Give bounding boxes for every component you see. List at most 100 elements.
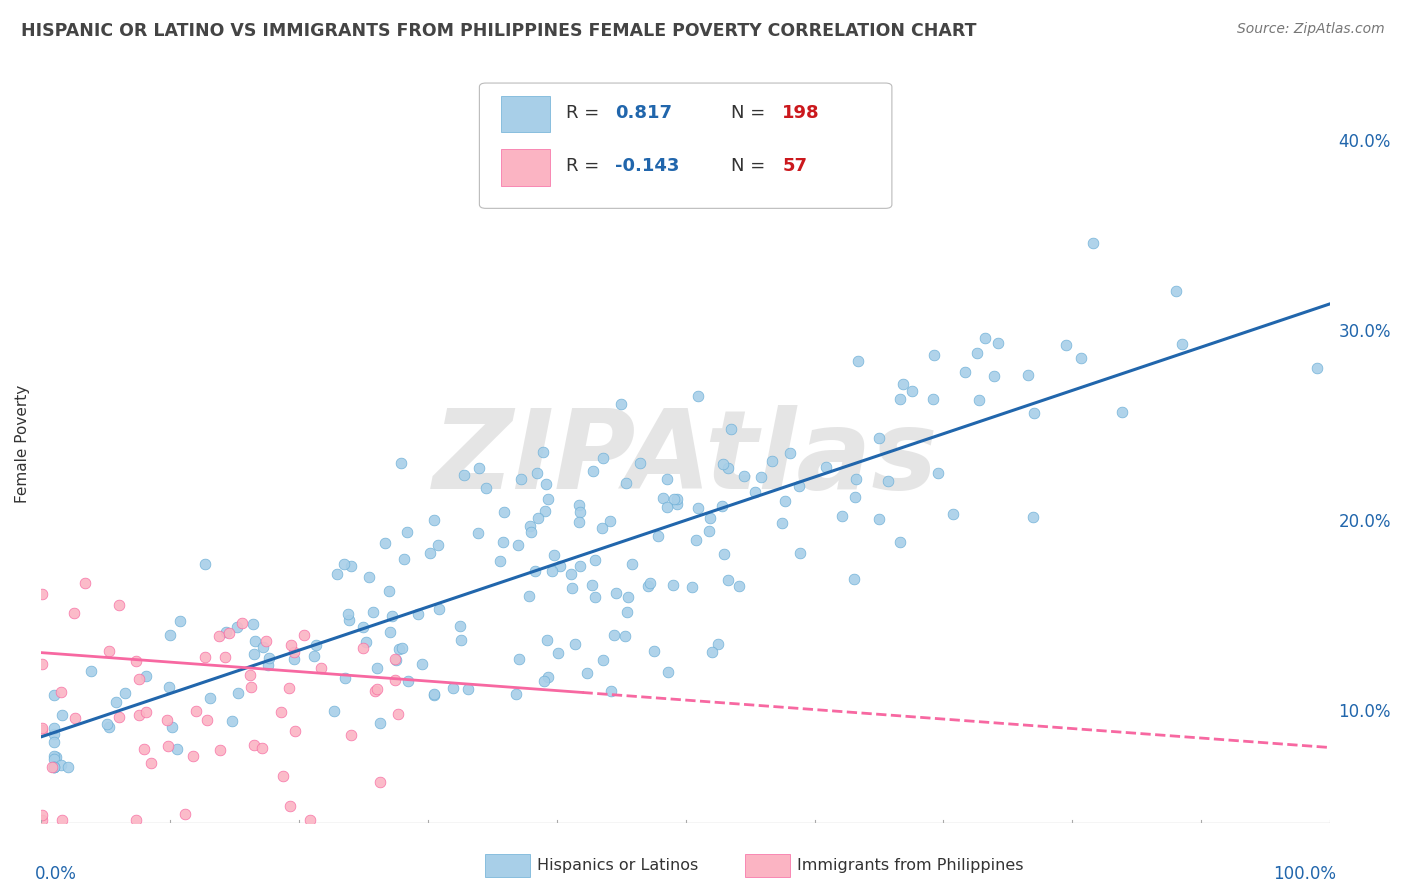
Point xyxy=(779,446,801,460)
Point xyxy=(457,681,479,696)
Point xyxy=(953,365,976,379)
Point xyxy=(685,533,707,547)
Point xyxy=(789,546,811,560)
Point xyxy=(325,566,347,581)
Point xyxy=(889,392,911,407)
Point xyxy=(1081,235,1104,250)
Point xyxy=(662,578,685,592)
Point xyxy=(543,548,565,562)
Point xyxy=(250,741,273,756)
Point xyxy=(1070,351,1092,365)
Point xyxy=(814,459,837,474)
Point xyxy=(283,651,305,665)
Point xyxy=(198,690,221,705)
Point xyxy=(160,720,183,734)
Point xyxy=(664,491,686,506)
Point xyxy=(717,461,740,475)
Text: R =: R = xyxy=(565,157,605,175)
Point xyxy=(243,647,266,661)
Point xyxy=(787,479,810,493)
Point xyxy=(973,331,995,345)
Point xyxy=(354,635,377,649)
Point xyxy=(568,498,591,512)
Point xyxy=(983,369,1005,384)
Point xyxy=(941,507,963,521)
Point xyxy=(352,620,374,634)
Point xyxy=(536,632,558,647)
Point xyxy=(340,728,363,742)
Point xyxy=(697,524,720,538)
Point xyxy=(322,704,344,718)
Point xyxy=(194,650,217,665)
Point xyxy=(665,498,688,512)
Point xyxy=(254,634,277,648)
Point xyxy=(467,526,489,541)
Point xyxy=(183,748,205,763)
Point xyxy=(42,759,65,773)
Point xyxy=(305,638,328,652)
Point xyxy=(508,652,530,666)
Point xyxy=(720,422,742,436)
Point xyxy=(381,609,404,624)
Point xyxy=(108,710,131,724)
Text: 0.817: 0.817 xyxy=(614,103,672,121)
Point xyxy=(299,813,322,827)
Point xyxy=(242,616,264,631)
Text: Source: ZipAtlas.com: Source: ZipAtlas.com xyxy=(1237,22,1385,37)
Point xyxy=(387,707,409,722)
Point xyxy=(385,653,408,667)
Point xyxy=(56,759,79,773)
Point xyxy=(510,472,533,486)
Point xyxy=(309,661,332,675)
Point xyxy=(744,484,766,499)
Point xyxy=(761,454,783,468)
Point xyxy=(388,642,411,657)
Point xyxy=(391,641,413,656)
Point xyxy=(423,513,446,527)
Point xyxy=(221,714,243,728)
Point xyxy=(592,450,614,465)
Point xyxy=(42,759,65,773)
Point xyxy=(534,504,557,518)
Point xyxy=(610,396,633,410)
Point xyxy=(396,673,419,688)
Point xyxy=(42,727,65,741)
Point xyxy=(257,658,280,673)
Point xyxy=(108,598,131,612)
Point xyxy=(846,354,869,368)
Point xyxy=(1021,510,1043,524)
Point xyxy=(243,738,266,752)
Point xyxy=(547,647,569,661)
Point xyxy=(561,581,583,595)
Point xyxy=(226,686,249,700)
Point xyxy=(550,559,572,574)
Point xyxy=(599,684,621,698)
Point xyxy=(218,625,240,640)
Point xyxy=(283,644,305,658)
Point xyxy=(45,750,67,764)
Point xyxy=(605,585,627,599)
Point xyxy=(31,723,53,737)
Point xyxy=(96,716,118,731)
Point xyxy=(453,468,475,483)
Point xyxy=(49,757,72,772)
Point xyxy=(62,606,84,620)
Point xyxy=(374,536,396,550)
Point xyxy=(468,460,491,475)
Point xyxy=(370,715,392,730)
Text: ZIPAtlas: ZIPAtlas xyxy=(433,406,938,513)
Point xyxy=(125,813,148,827)
Point xyxy=(239,668,262,682)
Point xyxy=(569,558,592,573)
Point xyxy=(337,613,360,627)
Point xyxy=(922,348,945,362)
Point xyxy=(614,629,637,643)
Text: 198: 198 xyxy=(782,103,820,121)
Text: N =: N = xyxy=(731,157,770,175)
Point xyxy=(65,711,87,725)
Point xyxy=(868,512,890,526)
Point xyxy=(361,605,384,619)
Point xyxy=(169,614,191,628)
Point xyxy=(42,749,65,764)
Point xyxy=(844,572,866,586)
